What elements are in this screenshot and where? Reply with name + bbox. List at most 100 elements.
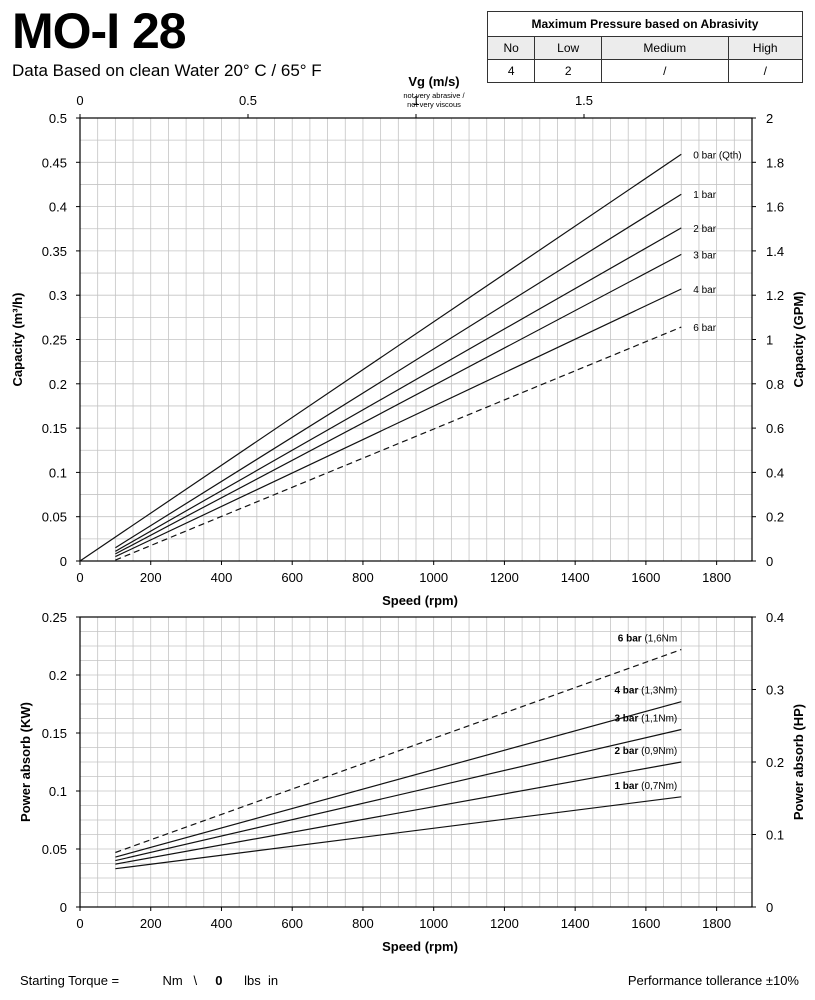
capacity-x-tick-label: 1600 [631,570,660,585]
power-series-line [115,796,682,870]
power-x-tick-label: 200 [140,916,162,931]
power-y-tick-label: 0.05 [42,842,67,857]
power-y-right-tick-label: 0.1 [766,828,784,843]
capacity-series-label: 6 bar [693,323,716,334]
power-series-name: 6 bar [618,633,645,644]
power-series-name: 4 bar [614,686,641,697]
capacity-top-tick-label: 1.5 [575,93,593,108]
capacity-y-right-tick-label: 1.8 [766,155,784,170]
capacity-x-tick-label: 200 [140,570,162,585]
capacity-y-tick-label: 0.1 [49,465,67,480]
capacity-y-right-tick-label: 1 [766,333,773,348]
capacity-y-right-tick-label: 1.4 [766,244,784,259]
power-x-tick-label: 600 [281,916,303,931]
capacity-x-tick-label: 1400 [561,570,590,585]
capacity-y-tick-label: 0.4 [49,200,67,215]
power-series-name: 3 bar [614,714,641,725]
abrasivity-col-no: No [486,36,536,60]
power-y-tick-label: 0.25 [42,610,67,625]
capacity-y-tick-label: 0 [60,554,67,569]
power-series-label: 3 bar (1,1Nm) [614,714,677,725]
capacity-x-tick-label: 600 [281,570,303,585]
torque-separator: \ [193,973,198,988]
power-x-tick-label: 400 [211,916,233,931]
power-series-torque: (1,1Nm) [641,714,677,725]
power-x-tick-label: 1600 [631,916,660,931]
capacity-y-tick-label: 0.5 [49,111,67,126]
abrasivity-value-high: / [727,59,804,83]
capacity-x-tick-label: 0 [76,570,83,585]
power-x-tick-label: 1200 [490,916,519,931]
power-y-right-tick-label: 0.3 [766,683,784,698]
power-x-tick-label: 0 [76,916,83,931]
capacity-top-axis-note: not very abrasive / [403,91,465,100]
power-x-tick-label: 1800 [702,916,731,931]
power-y-tick-label: 0.2 [49,668,67,683]
capacity-y-axis-label: Capacity (m³/h) [10,293,25,387]
capacity-top-tick-label: 0.5 [239,93,257,108]
capacity-y-right-tick-label: 0.2 [766,510,784,525]
page-title: MO-I 28 [12,3,187,59]
capacity-y-right-tick-label: 0.6 [766,421,784,436]
capacity-series-label: 2 bar [693,224,716,235]
capacity-y-right-tick-label: 0.4 [766,465,784,480]
power-y-right-axis-label: Power absorb (HP) [791,704,806,820]
capacity-series-line [115,253,682,555]
capacity-series-label: 3 bar [693,250,716,261]
abrasivity-value-medium: / [601,59,729,83]
power-series-torque: (0,7Nm) [641,781,677,792]
abrasivity-col-medium: Medium [601,36,729,60]
power-series-name: 2 bar [614,746,641,757]
power-x-tick-label: 800 [352,916,374,931]
torque-nm-unit: Nm [162,973,183,988]
capacity-series-line [115,193,682,549]
capacity-series-line [115,227,682,552]
power-series-label: 6 bar (1,6Nm [618,633,677,644]
capacity-series-line [115,326,682,561]
capacity-x-tick-label: 1800 [702,570,731,585]
capacity-top-tick-label: 0 [76,93,83,108]
power-series-torque: (1,6Nm [644,633,677,644]
power-series-line [115,761,682,865]
abrasivity-value-no: 4 [486,59,536,83]
starting-torque-label: Starting Torque = [20,973,120,988]
power-series-label: 1 bar (0,7Nm) [614,781,677,792]
capacity-series-line [115,288,682,558]
capacity-y-right-tick-label: 0 [766,554,773,569]
capacity-y-right-tick-label: 2 [766,111,773,126]
capacity-y-right-tick-label: 1.2 [766,288,784,303]
capacity-y-tick-label: 0.45 [42,155,67,170]
abrasivity-col-low: Low [534,36,602,60]
power-series-name: 1 bar [614,781,641,792]
power-y-tick-label: 0 [60,900,67,915]
capacity-y-tick-label: 0.05 [42,510,67,525]
capacity-y-tick-label: 0.15 [42,421,67,436]
power-y-right-tick-label: 0.2 [766,755,784,770]
power-series-torque: (0,9Nm) [641,746,677,757]
power-y-axis-label: Power absorb (KW) [18,702,33,822]
power-y-tick-label: 0.1 [49,784,67,799]
capacity-y-tick-label: 0.35 [42,244,67,259]
power-series-label: 4 bar (1,3Nm) [614,686,677,697]
capacity-x-axis-label: Speed (rpm) [382,593,458,608]
power-series-line [115,701,682,858]
power-y-right-tick-label: 0 [766,900,773,915]
capacity-y-right-axis-label: Capacity (GPM) [791,291,806,387]
capacity-y-right-tick-label: 1.6 [766,200,784,215]
capacity-top-axis-label: Vg (m/s) [408,74,459,89]
capacity-y-right-tick-label: 0.8 [766,377,784,392]
power-series-line [115,728,682,862]
capacity-y-tick-label: 0.2 [49,377,67,392]
capacity-y-tick-label: 0.3 [49,288,67,303]
capacity-series-label: 4 bar [693,285,716,296]
power-x-tick-label: 1400 [561,916,590,931]
abrasivity-value-low: 2 [534,59,602,83]
capacity-top-tick-label: 1 [412,93,419,108]
capacity-x-tick-label: 1000 [419,570,448,585]
abrasivity-table: Maximum Pressure based on Abrasivity No … [486,11,804,83]
capacity-x-tick-label: 1200 [490,570,519,585]
capacity-x-tick-label: 400 [211,570,233,585]
starting-torque: Starting Torque = Nm \ 0 lbs in [20,973,278,988]
power-y-right-tick-label: 0.4 [766,610,784,625]
